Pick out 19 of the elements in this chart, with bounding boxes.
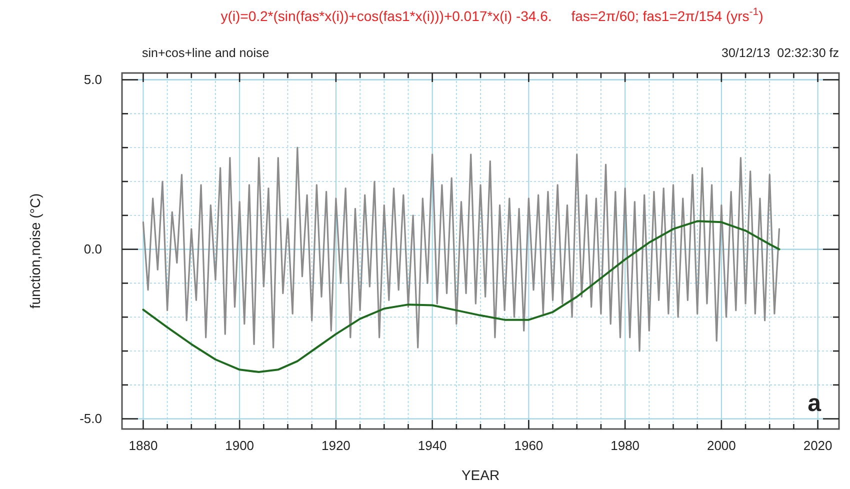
- y-axis-title: function,noise (°C): [27, 193, 43, 309]
- annotation: a: [808, 390, 822, 417]
- x-tick-label: 1980: [610, 438, 640, 454]
- chart-subtitle: sin+cos+line and noise: [142, 46, 270, 60]
- y-tick-label: 5.0: [84, 72, 102, 87]
- x-axis-title: YEAR: [461, 467, 500, 483]
- y-tick-label: 0.0: [84, 241, 102, 256]
- text: 30/12/13 02:32:30 fz: [722, 46, 839, 60]
- line-series: [142, 146, 780, 352]
- x-tick-label: 1960: [514, 438, 544, 454]
- x-tick-label: 1920: [321, 438, 350, 454]
- line-series: [142, 220, 780, 374]
- x-tick-label: 1940: [418, 438, 447, 454]
- x-tick-label: 1900: [225, 438, 254, 454]
- x-tick-label: 2020: [803, 438, 832, 454]
- x-tick-label: 1880: [128, 438, 158, 454]
- chart-title: y(i)=0.2*(sin(fas*x(i))+cos(fas1*x(i)))+0.017*x(i) -34.6. fas=2π/60; fas1=2π/154 (yrs$^{-1}$): [220, 6, 764, 24]
- y-tick-label: -5.0: [80, 410, 102, 426]
- x-tick-label: 2000: [706, 438, 736, 454]
